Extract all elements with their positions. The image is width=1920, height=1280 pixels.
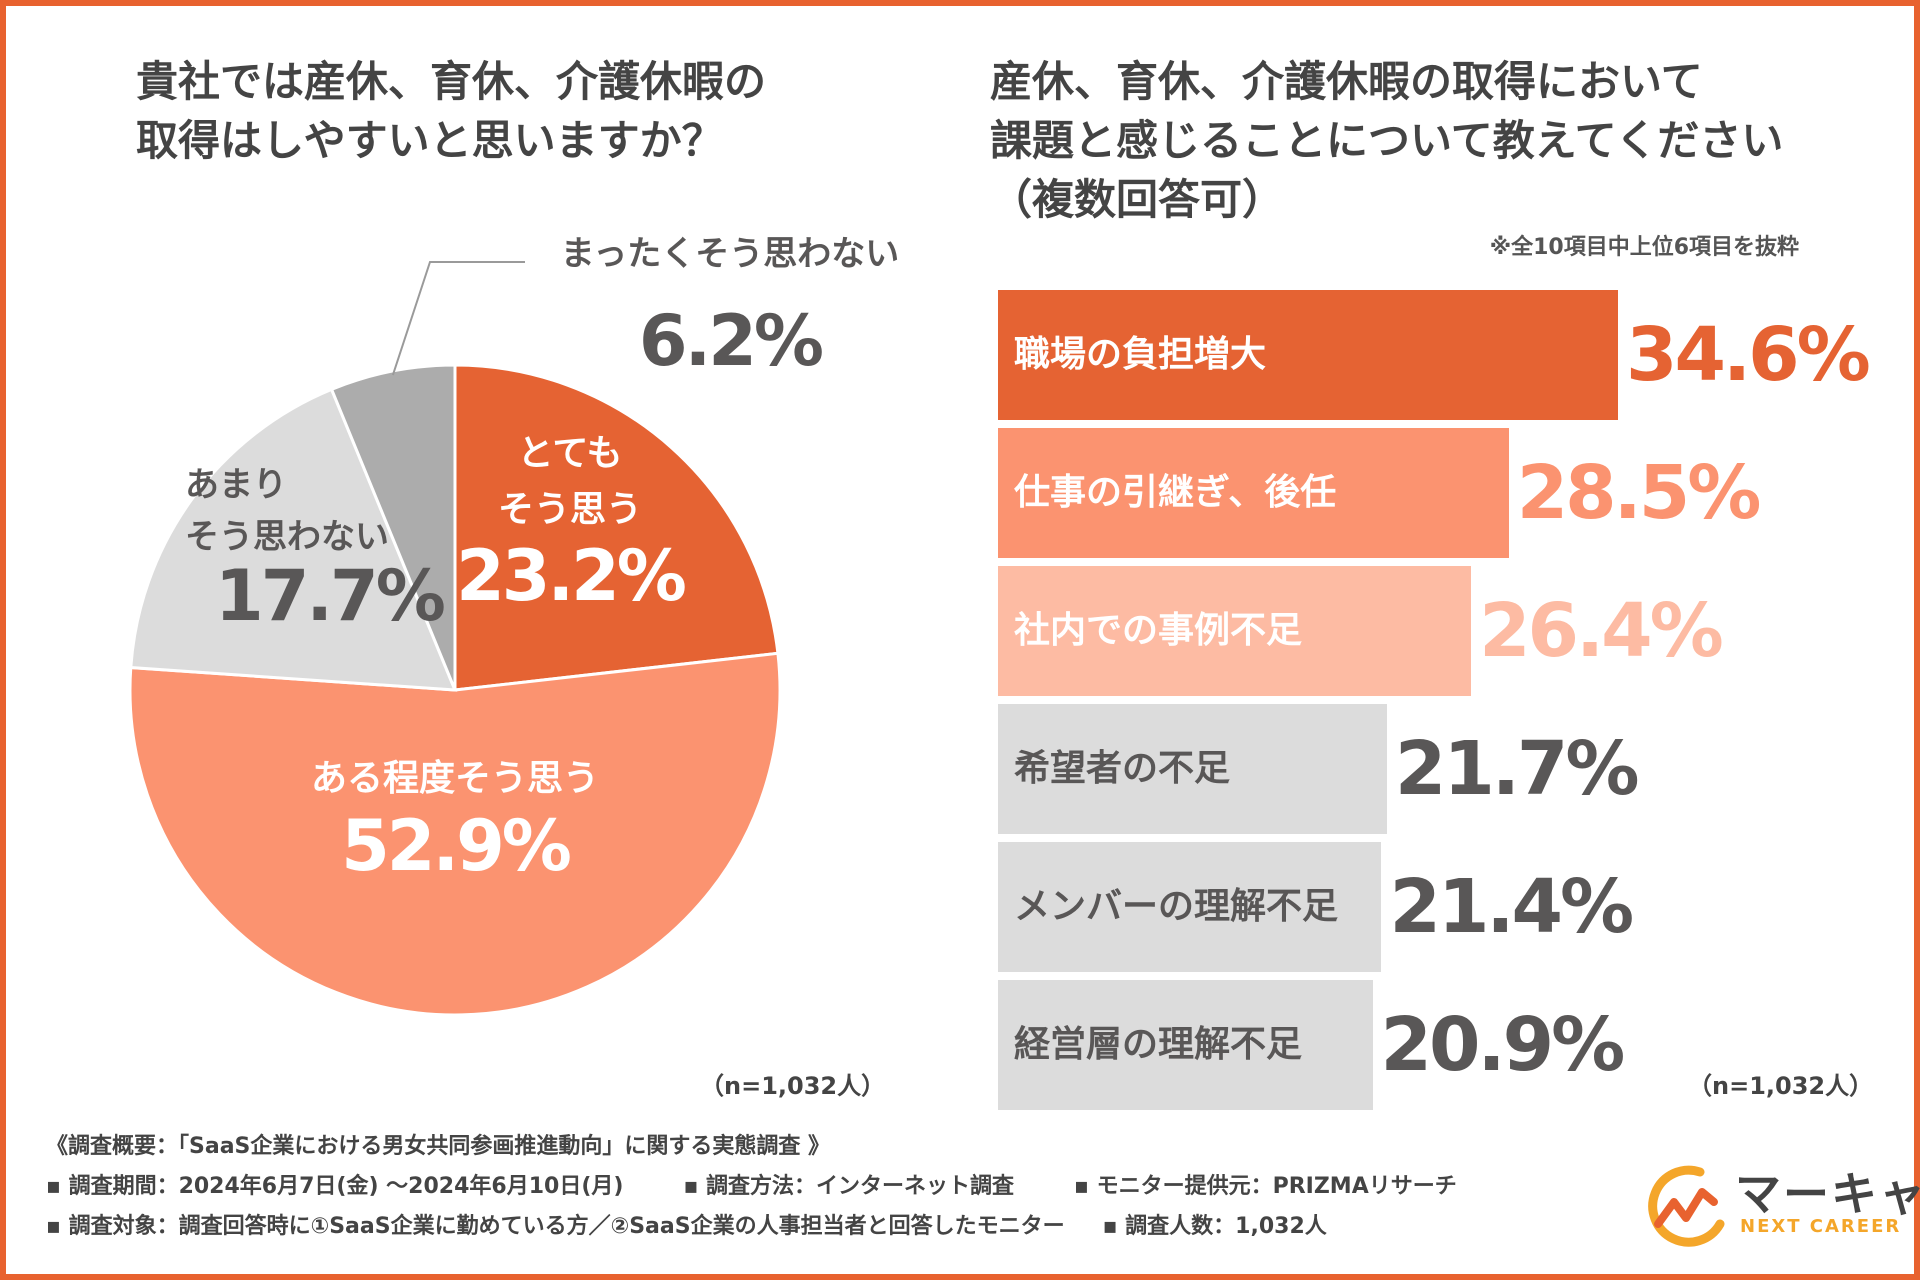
bar-label-1: 仕事の引継ぎ、後任 [1014,472,1337,513]
bar-4: メンバーの理解不足 [998,842,1382,972]
bar-3: 希望者の不足 [998,704,1387,834]
pie-label-0-0: とても [517,433,622,474]
pie-value-0: 23.2% [456,535,685,617]
bar-5: 経営層の理解不足 [998,980,1373,1110]
logo-mark-icon [1648,1165,1725,1247]
bar-label-4: メンバーの理解不足 [1014,886,1339,927]
bar-0: 職場の負担増大 [998,290,1618,420]
bar-value-2: 26.4% [1479,588,1724,674]
bar-label-2: 社内での事例不足 [1014,610,1303,651]
survey-period: ▪ 調査期間：2024年6月7日(金) ～2024年6月10日(月) [46,1174,624,1199]
bar-value-3: 21.7% [1394,726,1640,812]
bar-label-5: 経営層の理解不足 [1014,1024,1303,1065]
bar-chart-note: ※全10項目中上位6項目を抜粋 [1489,235,1799,260]
bar-label-3: 希望者の不足 [1014,748,1231,789]
pie-chart-title: 貴社では産休、育休、介護休暇の 取得はしやすいと思いますか？ [136,52,766,170]
bar-1: 仕事の引継ぎ、後任 [998,428,1509,558]
bar-value-1: 28.5% [1516,450,1762,536]
pie-sample-size: （n=1,032人） [700,1072,886,1100]
pie-value-3: 6.2% [639,300,822,382]
survey-count: ▪ 調査人数：1,032人 [1102,1214,1327,1239]
pie-value-1: 52.9% [341,805,570,887]
survey-target: ▪ 調査対象：調査回答時に①SaaS企業に勤めている方／②SaaS企業の人事担当… [46,1214,1065,1239]
bar-chart-title: 産休、育休、介護休暇の取得において 課題と感じることについて教えてください （複… [990,52,1783,229]
bar-sample-size: （n=1,032人） [1688,1072,1874,1100]
pie-slice-3 [329,363,457,691]
logo-main-text: マーキャリ [1735,1167,1920,1221]
bar-label-0: 職場の負担増大 [1014,334,1267,375]
bar-title-line-1: 産休、育休、介護休暇の取得において [990,57,1703,106]
survey-row-2: ▪ 調査対象：調査回答時に①SaaS企業に勤めている方／②SaaS企業の人事担当… [46,1208,1327,1240]
pie-label-1-0: ある程度そう思う [311,758,599,799]
pie-slice-0 [453,363,780,692]
survey-row-1: ▪ 調査期間：2024年6月7日(金) ～2024年6月10日(月) ▪ 調査方法… [46,1168,1457,1200]
bar-value-5: 20.9% [1380,1002,1626,1088]
survey-provider: ▪ モニター提供元：PRIZMAリサーチ [1074,1174,1457,1199]
pie-value-2: 17.7% [215,555,444,637]
pie-label-3-0: まったくそう思わない [561,234,900,274]
pie-title-line-2: 取得はしやすいと思いますか？ [136,116,724,165]
bar-value-0: 34.6% [1626,312,1871,398]
pie-label-2-0: あまり [185,465,287,505]
bar-title-line-3: （複数回答可） [990,175,1285,224]
pie-label-0-1: そう思う [498,489,642,530]
pie-label-2-1: そう思わない [185,517,389,557]
pie-leader-line [391,261,525,376]
pie-slice-1 [128,651,782,1017]
bar-value-4: 21.4% [1389,864,1634,950]
bar-2: 社内での事例不足 [998,566,1472,696]
logo-sub-text: NEXT CAREER [1740,1216,1902,1237]
pie-title-line-1: 貴社では産休、育休、介護休暇の [136,57,767,106]
pie-slice-2 [129,387,458,692]
brand-logo: マーキャリ NEXT CAREER [1640,1158,1920,1248]
survey-method: ▪ 調査方法：インターネット調査 [683,1174,1015,1199]
survey-heading: 《調査概要：「SaaS企業における男女共同参画推進動向」に関する実態調査 》 [46,1134,831,1159]
bar-title-line-2: 課題と感じることについて教えてください [990,116,1784,165]
